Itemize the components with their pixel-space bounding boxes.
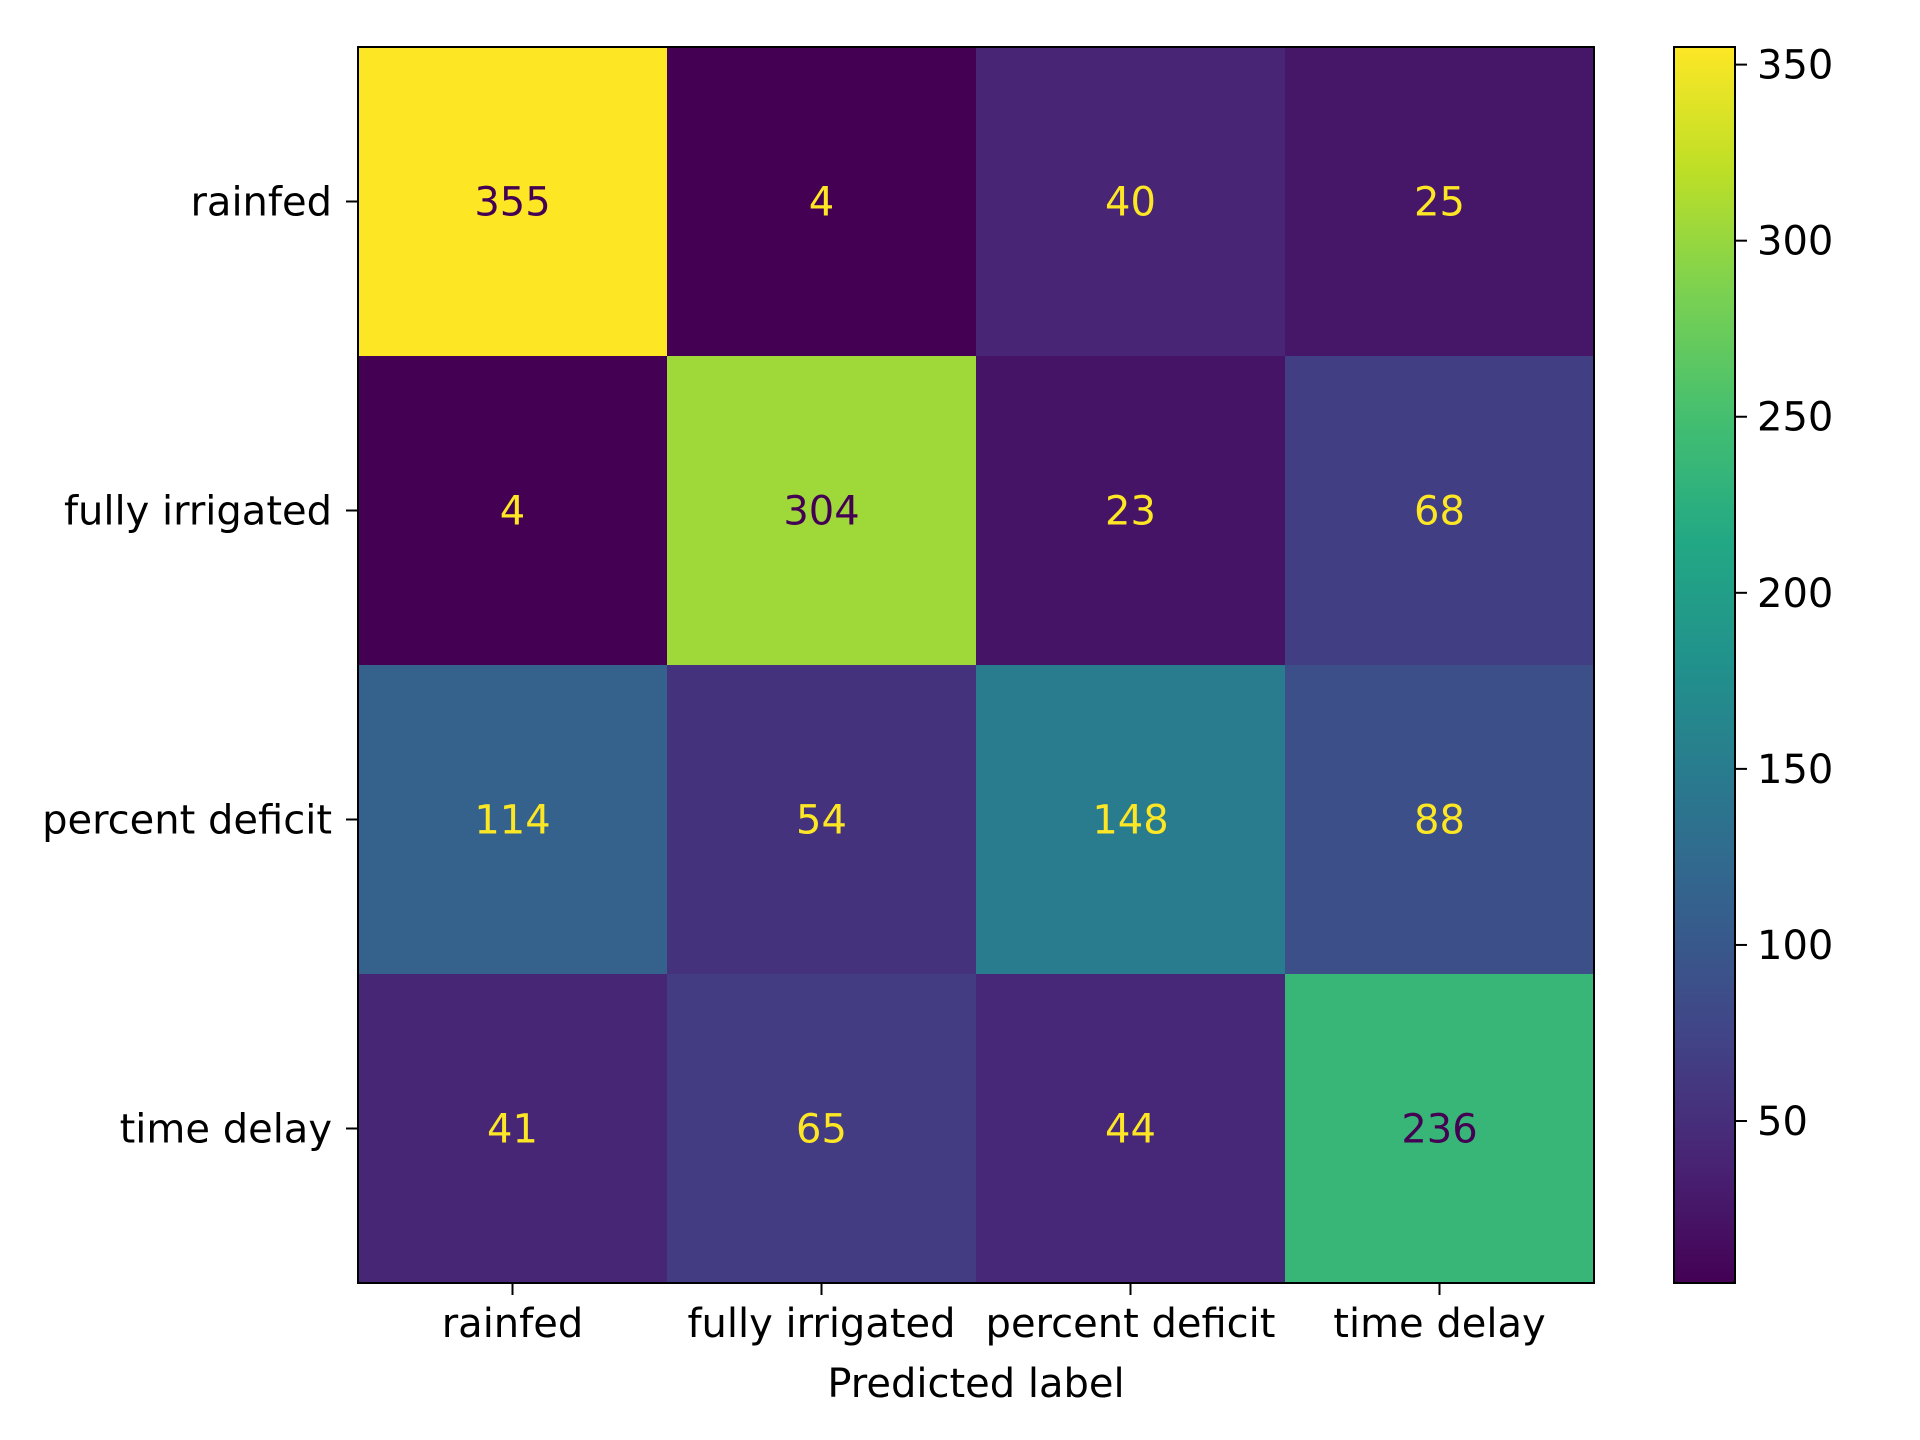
heatmap-cell-r1-c2 (976, 356, 1286, 666)
heatmap-cell-r1-c0 (358, 356, 668, 666)
x-tick-label: fully irrigated (687, 1301, 955, 1347)
cell-value-r1-c1: 304 (783, 489, 859, 535)
cell-value-r2-c1: 54 (796, 798, 847, 844)
cell-value-r1-c0: 4 (500, 489, 525, 535)
cell-value-r0-c0: 355 (474, 180, 550, 226)
colorbar-tick-label: 350 (1757, 43, 1833, 89)
colorbar: 50 100 150 200 250 300 350 (1673, 43, 1833, 1284)
colorbar-tick-label: 250 (1757, 395, 1833, 441)
heatmap-cells (358, 47, 1595, 1284)
cell-value-r0-c2: 40 (1105, 180, 1156, 226)
heatmap-cell-r2-c1 (667, 665, 977, 975)
heatmap-cell-labels: 355 4 40 25 4 304 23 68 114 54 148 88 41 65 44 236 (474, 180, 1477, 1153)
plot-frame (357, 46, 1595, 1284)
cell-value-r2-c3: 88 (1414, 798, 1465, 844)
heatmap-cell-r0-c0 (358, 47, 668, 357)
y-axis-ticks: rainfed fully irrigated percent deficit tim… (42, 180, 358, 1153)
cell-value-r3-c1: 65 (796, 1107, 847, 1153)
heatmap-cell-r1-c3 (1285, 356, 1595, 666)
heatmap-cell-r1-c1 (667, 356, 977, 666)
cell-value-r2-c0: 114 (474, 798, 550, 844)
colorbar-gradient (1673, 46, 1736, 1284)
cell-value-r1-c3: 68 (1414, 489, 1465, 535)
cell-value-r3-c0: 41 (487, 1107, 538, 1153)
heatmap-cell-r2-c3 (1285, 665, 1595, 975)
colorbar-tick-label: 50 (1757, 1099, 1808, 1145)
colorbar-tick-label: 100 (1757, 923, 1833, 969)
cell-value-r3-c2: 44 (1105, 1107, 1156, 1153)
heatmap-cell-r0-c2 (976, 47, 1286, 357)
heatmap-cell-r0-c3 (1285, 47, 1595, 357)
y-tick-label: percent deficit (42, 798, 332, 844)
colorbar-tick-label: 300 (1757, 219, 1833, 265)
x-tick-label: rainfed (442, 1301, 584, 1347)
cell-value-r1-c2: 23 (1105, 489, 1156, 535)
y-tick-label: rainfed (190, 180, 332, 226)
heatmap-cell-r2-c2 (976, 665, 1286, 975)
x-axis-title: Predicted label (827, 1361, 1124, 1407)
heatmap-cell-r3-c2 (976, 974, 1286, 1284)
y-tick-label: fully irrigated (64, 489, 332, 535)
cell-value-r0-c1: 4 (809, 180, 834, 226)
x-tick-label: time delay (1333, 1301, 1545, 1347)
heatmap-cell-r3-c1 (667, 974, 977, 1284)
x-axis-ticks: rainfed fully irrigated percent deficit tim… (442, 1283, 1546, 1347)
cell-value-r2-c2: 148 (1092, 798, 1168, 844)
heatmap-cell-r3-c0 (358, 974, 668, 1284)
cell-value-r0-c3: 25 (1414, 180, 1465, 226)
colorbar-tick-label: 200 (1757, 571, 1833, 617)
colorbar-tick-label: 150 (1757, 747, 1833, 793)
heatmap-cell-r0-c1 (667, 47, 977, 357)
heatmap-cell-r2-c0 (358, 665, 668, 975)
x-tick-label: percent deficit (986, 1301, 1276, 1347)
cell-value-r3-c3: 236 (1401, 1107, 1477, 1153)
heatmap-cell-r3-c3 (1285, 974, 1595, 1284)
y-tick-label: time delay (120, 1107, 332, 1153)
